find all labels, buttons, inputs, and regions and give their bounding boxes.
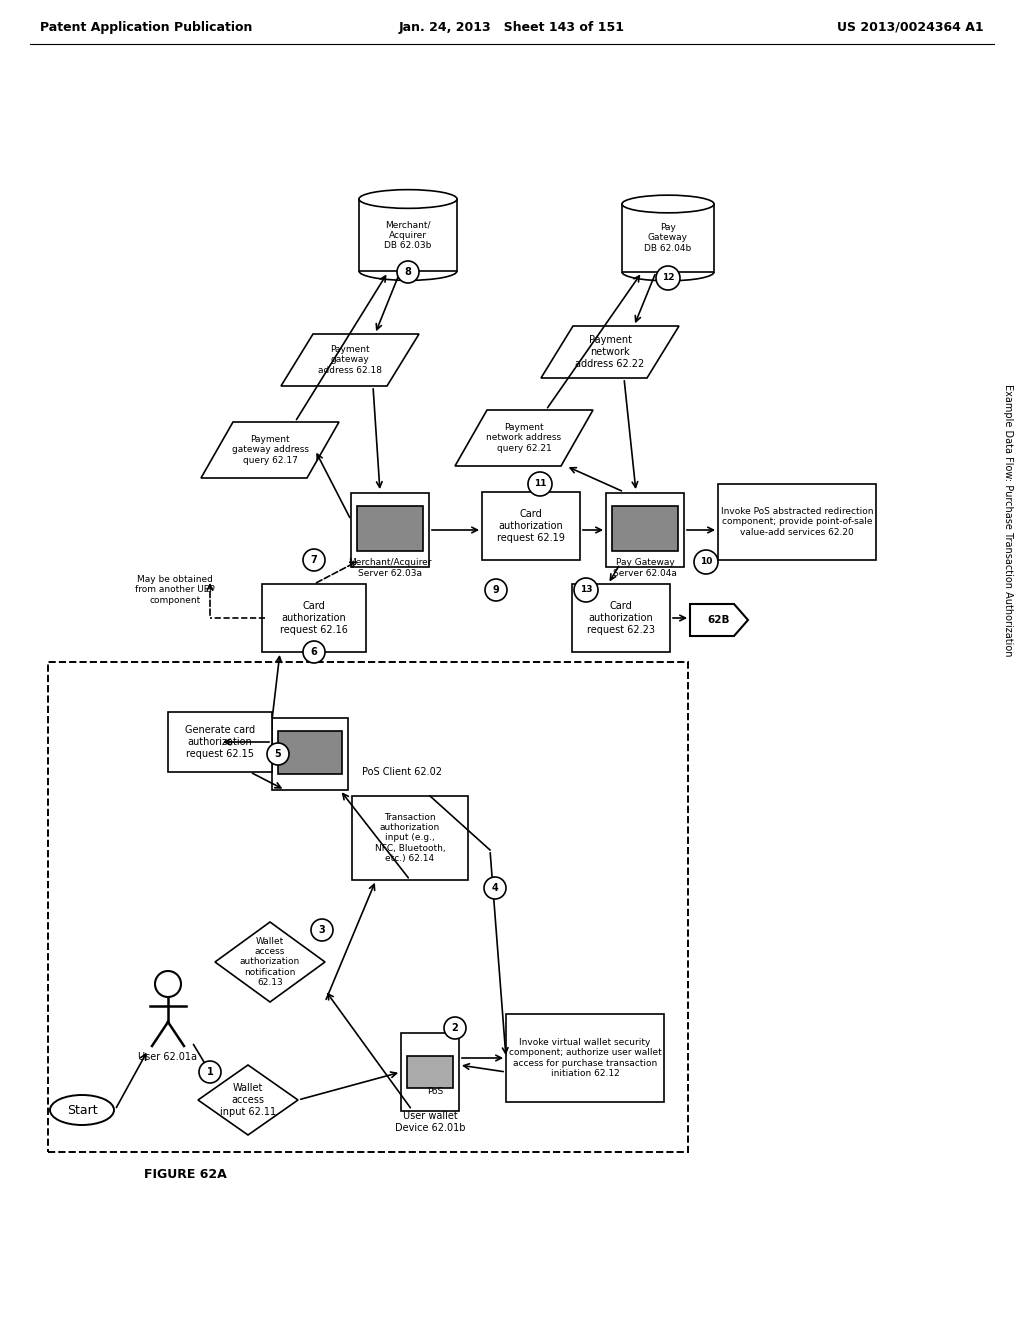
Text: Merchant/Acquirer
Server 62.03a: Merchant/Acquirer Server 62.03a	[348, 558, 432, 578]
Bar	[572, 583, 670, 652]
Circle shape	[574, 578, 598, 602]
Circle shape	[199, 1061, 221, 1082]
Text: Pay Gateway
Server 62.04a: Pay Gateway Server 62.04a	[613, 558, 677, 578]
Text: 2: 2	[452, 1023, 459, 1034]
Text: 13: 13	[580, 586, 592, 594]
Ellipse shape	[622, 195, 714, 213]
Circle shape	[303, 549, 325, 572]
Bar	[48, 663, 688, 1152]
Bar	[357, 507, 423, 550]
Bar	[482, 492, 580, 560]
Bar	[352, 796, 468, 880]
Text: Jan. 24, 2013   Sheet 143 of 151: Jan. 24, 2013 Sheet 143 of 151	[399, 21, 625, 33]
Circle shape	[444, 1016, 466, 1039]
Text: Payment
gateway
address 62.18: Payment gateway address 62.18	[318, 345, 382, 375]
Text: Wallet
access
input 62.11: Wallet access input 62.11	[220, 1084, 276, 1117]
Text: Example Data Flow: Purchase Transaction Authorization: Example Data Flow: Purchase Transaction …	[1002, 384, 1013, 656]
Text: May be obtained
from another UEP
component: May be obtained from another UEP compone…	[135, 576, 215, 605]
Circle shape	[267, 743, 289, 766]
Bar	[359, 199, 457, 271]
Circle shape	[397, 261, 419, 282]
Text: Pay
Gateway
DB 62.04b: Pay Gateway DB 62.04b	[644, 223, 691, 253]
Text: 6: 6	[310, 647, 317, 657]
Text: 5: 5	[274, 748, 282, 759]
Text: 8: 8	[404, 267, 412, 277]
Text: FIGURE 62A: FIGURE 62A	[143, 1168, 226, 1181]
Text: Merchant/
Acquirer
DB 62.03b: Merchant/ Acquirer DB 62.03b	[384, 220, 432, 249]
Bar	[168, 711, 272, 772]
Text: Card
authorization
request 62.16: Card authorization request 62.16	[280, 602, 348, 635]
Bar	[612, 507, 678, 550]
Text: Invoke virtual wallet security
component; authorize user wallet
access for purch: Invoke virtual wallet security component…	[509, 1038, 662, 1078]
Text: Invoke PoS abstracted redirection
component; provide point-of-sale
value-add ser: Invoke PoS abstracted redirection compon…	[721, 507, 873, 537]
Text: Patent Application Publication: Patent Application Publication	[40, 21, 252, 33]
Polygon shape	[281, 334, 419, 385]
Bar	[272, 718, 348, 789]
Bar	[506, 1014, 664, 1102]
Polygon shape	[215, 921, 325, 1002]
Circle shape	[485, 579, 507, 601]
Ellipse shape	[50, 1096, 114, 1125]
Polygon shape	[455, 411, 593, 466]
Text: 10: 10	[699, 557, 712, 566]
Text: PoS: PoS	[427, 1088, 443, 1097]
Circle shape	[656, 267, 680, 290]
Text: 4: 4	[492, 883, 499, 894]
Circle shape	[303, 642, 325, 663]
Circle shape	[694, 550, 718, 574]
Text: Generate card
authorization
request 62.15: Generate card authorization request 62.1…	[185, 726, 255, 759]
Text: 7: 7	[310, 554, 317, 565]
Text: 12: 12	[662, 273, 674, 282]
Text: PoS Client 62.02: PoS Client 62.02	[362, 767, 442, 777]
Bar	[279, 731, 342, 774]
Text: Card
authorization
request 62.23: Card authorization request 62.23	[587, 602, 655, 635]
Bar	[408, 1056, 453, 1088]
Text: Wallet
access
authorization
notification
62.13: Wallet access authorization notification…	[240, 937, 300, 987]
Bar	[401, 1034, 459, 1111]
Bar	[606, 492, 684, 568]
Text: 62B: 62B	[708, 615, 730, 624]
Bar	[718, 484, 876, 560]
Text: Start: Start	[67, 1104, 97, 1117]
Text: 9: 9	[493, 585, 500, 595]
Circle shape	[484, 876, 506, 899]
Polygon shape	[541, 326, 679, 378]
Bar	[262, 583, 366, 652]
Text: Payment
gateway address
query 62.17: Payment gateway address query 62.17	[231, 436, 308, 465]
Text: Payment
network address
query 62.21: Payment network address query 62.21	[486, 424, 561, 453]
Polygon shape	[201, 422, 339, 478]
Text: Payment
network
address 62.22: Payment network address 62.22	[575, 335, 645, 368]
Polygon shape	[690, 605, 748, 636]
Polygon shape	[198, 1065, 298, 1135]
Ellipse shape	[359, 190, 457, 209]
Text: Card
authorization
request 62.19: Card authorization request 62.19	[497, 510, 565, 543]
Text: 1: 1	[207, 1067, 213, 1077]
Text: US 2013/0024364 A1: US 2013/0024364 A1	[838, 21, 984, 33]
Text: User 62.01a: User 62.01a	[138, 1052, 198, 1063]
Text: Transaction
authorization
input (e.g.,
NFC, Bluetooth,
etc.) 62.14: Transaction authorization input (e.g., N…	[375, 813, 445, 863]
Bar	[622, 205, 714, 272]
Text: 3: 3	[318, 925, 326, 935]
Text: User wallet
Device 62.01b: User wallet Device 62.01b	[394, 1111, 465, 1133]
Circle shape	[155, 972, 181, 997]
Bar	[351, 492, 429, 568]
Circle shape	[311, 919, 333, 941]
Circle shape	[528, 473, 552, 496]
Text: 11: 11	[534, 479, 546, 488]
